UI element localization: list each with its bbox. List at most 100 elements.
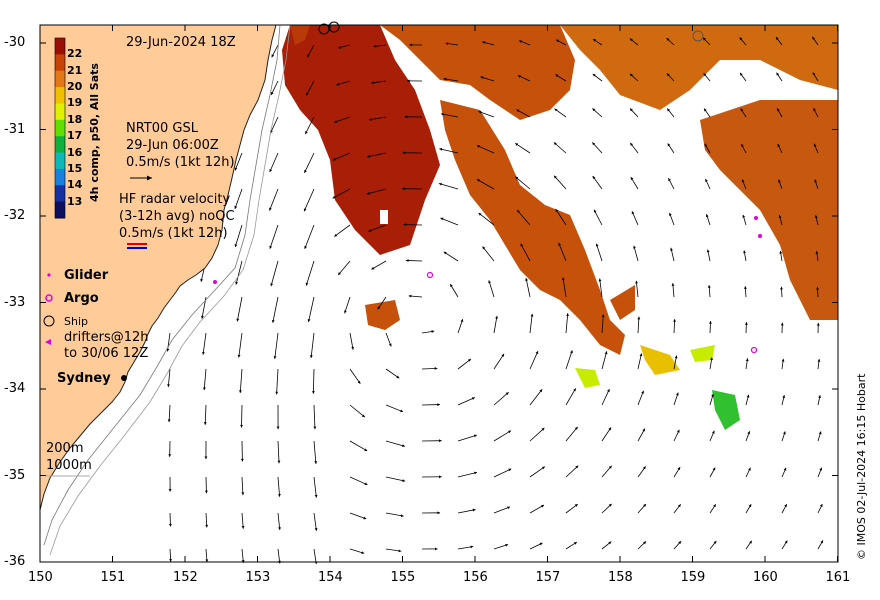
current-vector-head bbox=[813, 108, 816, 112]
current-vector-head bbox=[309, 355, 313, 358]
current-vector bbox=[438, 183, 459, 190]
current-vector bbox=[310, 332, 315, 359]
current-vector-head bbox=[505, 392, 509, 396]
current-vector-head bbox=[505, 543, 509, 547]
colorbar-swatch bbox=[55, 70, 65, 88]
current-vector-head bbox=[205, 559, 209, 563]
current-vector bbox=[405, 260, 423, 262]
current-vector-head bbox=[818, 395, 821, 399]
current-vector bbox=[439, 148, 459, 154]
current-vector-head bbox=[817, 359, 821, 362]
current-vector-head bbox=[780, 286, 783, 290]
current-vector bbox=[204, 404, 207, 425]
current-vector bbox=[235, 260, 243, 285]
colorbar-swatch bbox=[55, 54, 65, 72]
current-vector bbox=[368, 224, 387, 232]
current-vector-head bbox=[574, 504, 578, 507]
current-vector-head bbox=[240, 458, 244, 462]
current-vector-head bbox=[237, 354, 241, 358]
current-vector-head bbox=[601, 314, 605, 318]
current-vector-head bbox=[635, 280, 638, 284]
current-vector-head bbox=[592, 73, 596, 77]
current-vector-head bbox=[405, 259, 409, 262]
current-vector-head bbox=[741, 179, 745, 183]
current-vector bbox=[601, 351, 608, 370]
current-vector-head bbox=[669, 212, 672, 216]
current-vector-head bbox=[711, 430, 715, 434]
current-vector-head bbox=[637, 316, 641, 320]
current-vector-head bbox=[707, 285, 711, 288]
current-vector-head bbox=[276, 426, 280, 430]
current-vector-head bbox=[271, 319, 275, 323]
current-vector-head bbox=[539, 389, 543, 393]
current-vector-head bbox=[408, 294, 412, 298]
current-vector bbox=[558, 242, 567, 262]
current-vector-head bbox=[473, 434, 477, 438]
current-vector-head bbox=[677, 504, 681, 508]
current-vector-head bbox=[778, 179, 781, 183]
current-vector bbox=[553, 175, 567, 190]
current-vector-head bbox=[670, 247, 673, 251]
current-vector bbox=[349, 440, 368, 452]
current-vector bbox=[337, 260, 351, 276]
current-vector-head bbox=[814, 179, 818, 183]
argo-float bbox=[750, 346, 758, 354]
current-vector-head bbox=[168, 523, 172, 527]
current-vector-head bbox=[575, 465, 579, 469]
lon-tick-label: 159 bbox=[680, 570, 706, 585]
colorbar-tick-label: 13 bbox=[67, 194, 83, 208]
ship-position bbox=[328, 21, 340, 33]
current-vector-head bbox=[443, 251, 447, 255]
current-vector-head bbox=[555, 209, 559, 213]
current-vector-head bbox=[434, 367, 438, 370]
current-vector-head bbox=[818, 431, 822, 435]
isobath-1000m bbox=[49, 24, 291, 556]
current-vector bbox=[488, 280, 495, 298]
current-vector-head bbox=[706, 249, 710, 253]
glider-legend-label: Glider bbox=[64, 268, 109, 283]
colorbar-tick-label: 17 bbox=[67, 129, 83, 143]
current-vector-head bbox=[476, 179, 480, 182]
current-vector-head bbox=[574, 426, 578, 430]
current-vector bbox=[516, 209, 531, 226]
drifters-legend-label: drifters@12h bbox=[64, 330, 149, 345]
lat-tick-label: -35 bbox=[4, 467, 26, 483]
current-vector-head bbox=[815, 251, 819, 254]
sst-patch bbox=[575, 368, 600, 388]
current-vector bbox=[332, 188, 351, 199]
colorbar-tick-label: 22 bbox=[67, 47, 83, 61]
current-vector bbox=[304, 152, 315, 174]
axis-ticks bbox=[39, 25, 838, 563]
current-vector-head bbox=[677, 467, 681, 471]
colorbar-swatch bbox=[55, 168, 65, 186]
current-vector-head bbox=[467, 358, 471, 362]
current-vector-head bbox=[205, 524, 209, 528]
current-vector bbox=[493, 315, 498, 334]
current-vector-head bbox=[332, 195, 336, 199]
colorbar-swatch bbox=[55, 103, 65, 121]
current-vector-head bbox=[307, 54, 310, 58]
current-vector-head bbox=[450, 284, 453, 288]
current-vector-head bbox=[400, 409, 404, 413]
current-vector-head bbox=[742, 214, 746, 218]
current-vector-head bbox=[403, 223, 407, 227]
current-legend-scale: 0.5m/s (1kt 12h) bbox=[126, 155, 235, 170]
current-vector-head bbox=[608, 503, 612, 507]
current-vector-head bbox=[643, 541, 647, 545]
colorbar-tick-label: 21 bbox=[67, 63, 83, 77]
current-vector-head bbox=[517, 75, 521, 78]
current-vector bbox=[368, 116, 387, 121]
current-vector-head bbox=[441, 112, 444, 116]
current-vector-head bbox=[566, 313, 569, 317]
current-vector-head bbox=[398, 549, 402, 553]
sst-patch bbox=[365, 300, 400, 330]
current-vector-head bbox=[368, 229, 372, 232]
current-vector-head bbox=[275, 391, 279, 395]
current-vector bbox=[313, 440, 317, 464]
current-vector-head bbox=[338, 272, 341, 276]
current-vector-head bbox=[703, 73, 707, 77]
current-vector bbox=[515, 176, 531, 190]
current-vector-head bbox=[813, 143, 817, 147]
current-vector-head bbox=[305, 282, 309, 286]
current-vector-head bbox=[667, 108, 670, 112]
